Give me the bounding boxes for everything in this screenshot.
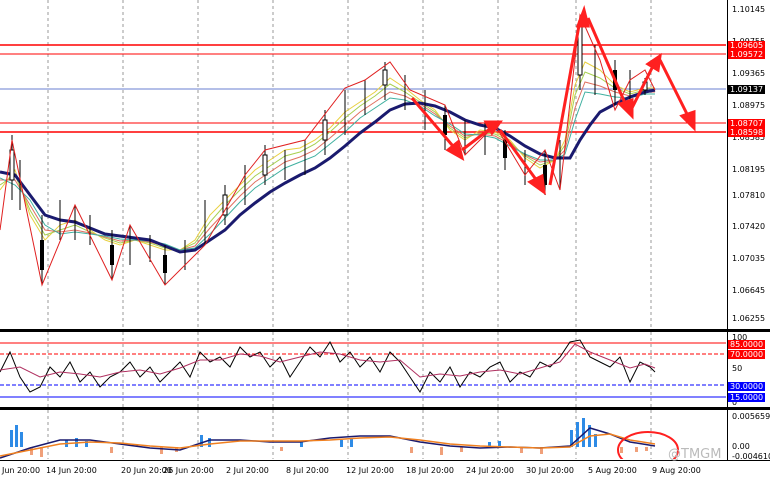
time-tick: 9 Aug 20:00: [652, 466, 701, 475]
time-tick: Jun 20:00: [2, 466, 41, 475]
price-tick: 1.10145: [732, 5, 766, 14]
rsi-signal-line: [0, 343, 656, 378]
time-tick: 8 Jul 20:00: [286, 466, 329, 475]
time-tick: 24 Jul 20:00: [466, 466, 514, 475]
time-tick: 5 Aug 20:00: [588, 466, 637, 475]
price-tag-resistance-lower: 1.09572: [728, 50, 766, 59]
price-tag-resistance-upper: 1.09605: [728, 41, 766, 50]
rsi-tag-30: 30.0000: [728, 382, 766, 391]
rsi-tag-85: 85.0000: [728, 340, 766, 349]
macd-tick: 0.00: [732, 442, 750, 451]
time-tick: 14 Jun 20:00: [46, 466, 97, 475]
price-tag-current: 1.09137: [728, 85, 766, 94]
candle-bodies: [9, 24, 648, 273]
time-tick: 30 Jul 20:00: [526, 466, 574, 475]
macd-pane[interactable]: [0, 410, 726, 459]
price-chart-pane[interactable]: [0, 0, 726, 329]
time-tick: 12 Jul 20:00: [346, 466, 394, 475]
price-tick: 1.06645: [732, 286, 766, 295]
price-axis[interactable]: 1.10145 1.09755 1.09365 1.08975 1.08585 …: [727, 0, 770, 329]
pane-separator[interactable]: [0, 407, 770, 410]
rsi-grid: [47, 332, 652, 407]
support-resistance-lines: [0, 44, 726, 133]
macd-chart-svg: [0, 410, 679, 459]
time-axis[interactable]: Jun 20:00 14 Jun 20:00 20 Jun 20:00 26 J…: [0, 460, 770, 496]
macd-tick: -0.004610: [732, 452, 770, 461]
macd-signal-line: [0, 433, 656, 457]
rsi-tick: 0: [732, 398, 738, 407]
rsi-tag-15: 15.0000: [728, 393, 766, 402]
annotation-arrows: [410, 4, 696, 196]
price-tag-support-lower: 1.08598: [728, 128, 766, 137]
rsi-chart-svg: [0, 332, 726, 407]
time-tick: 20 Jun 20:00: [121, 466, 172, 475]
price-tick: 1.07810: [732, 191, 766, 200]
macd-grid: [47, 410, 652, 459]
pane-separator[interactable]: [0, 329, 770, 332]
zigzag-indicator: [0, 13, 656, 287]
grid-vertical: [47, 0, 652, 329]
macd-axis[interactable]: 0.0056595 0.00 -0.004610: [727, 410, 770, 461]
price-tick: 1.06255: [732, 314, 766, 323]
price-tick: 1.08585: [732, 133, 766, 142]
price-chart-svg: [0, 0, 726, 329]
price-tick: 1.07035: [732, 254, 766, 263]
slow-moving-average: [0, 88, 656, 254]
rsi-tag-70: 70.0000: [728, 350, 766, 359]
time-tick: 18 Jul 20:00: [406, 466, 454, 475]
candlesticks: [11, 15, 646, 285]
price-tag-support-upper: 1.08707: [728, 119, 766, 128]
price-tick: 1.09365: [732, 69, 766, 78]
price-tick: 1.07420: [732, 222, 766, 231]
highlight-circle: [617, 431, 679, 459]
macd-tick: 0.0056595: [732, 412, 770, 421]
rsi-tick: 50: [732, 364, 743, 373]
rsi-tick: 100: [732, 333, 748, 342]
price-tick: 1.08975: [732, 101, 766, 110]
rsi-pane[interactable]: [0, 332, 726, 407]
rsi-line: [0, 339, 656, 393]
rsi-axis[interactable]: 100 50 0 85.0000 70.0000 30.0000 15.0000: [727, 332, 770, 407]
time-tick: 26 Jun 20:00: [163, 466, 214, 475]
price-tick: 1.08195: [732, 165, 766, 174]
watermark-logo: @TMGM: [668, 447, 722, 462]
time-tick: 2 Jul 20:00: [226, 466, 269, 475]
